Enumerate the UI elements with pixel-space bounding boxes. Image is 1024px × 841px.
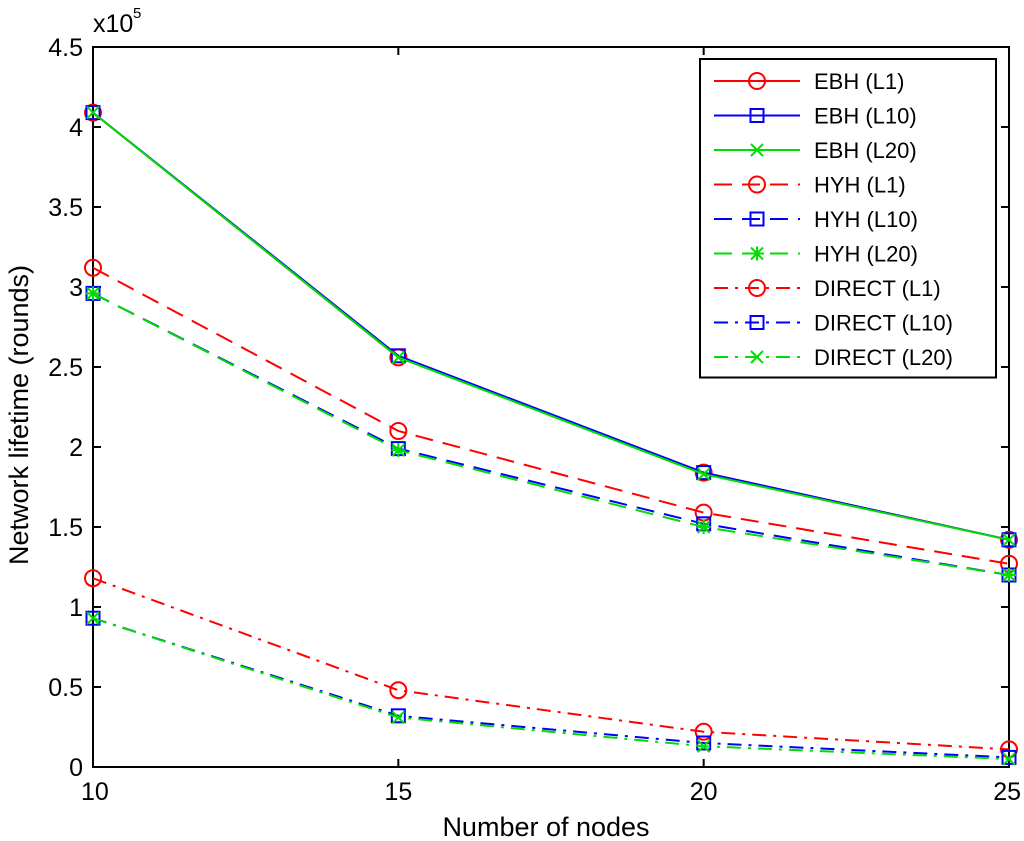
legend-marker xyxy=(750,246,764,261)
y-exponent-power: 5 xyxy=(133,5,141,22)
data-point-direct-l20 xyxy=(86,611,100,625)
series-line-hyh-l1 xyxy=(92,266,1010,565)
y-tick-label: 0.5 xyxy=(48,674,83,702)
series-layer xyxy=(84,103,1018,766)
data-point-direct-l20 xyxy=(1002,752,1016,766)
legend-entry-ebh-l1: EBH (L1) xyxy=(714,69,904,94)
legend-marker xyxy=(750,143,764,157)
x-tick-label: 10 xyxy=(81,778,109,806)
data-point-hyh-l20 xyxy=(86,286,100,301)
series-line-direct-l1 xyxy=(92,577,1010,751)
data-point-hyh-l20 xyxy=(1002,568,1016,582)
series-hyh-l20 xyxy=(86,286,1016,582)
y-tick-label: 2 xyxy=(69,434,83,462)
data-point-direct-l10 xyxy=(1001,749,1017,765)
data-point-ebh-l20 xyxy=(391,350,406,365)
legend-entry-hyh-l1: HYH (L1) xyxy=(714,173,906,198)
legend-entry-hyh-l10: HYH (L10) xyxy=(714,207,918,232)
legend-entry-direct-l20: DIRECT (L20) xyxy=(714,345,953,370)
series-ebh-l20 xyxy=(86,105,1016,547)
series-line-ebh-l20 xyxy=(92,111,1010,541)
data-point-ebh-l20 xyxy=(1002,533,1016,547)
y-exponent-base: x10 xyxy=(93,10,133,38)
y-tick-label: 4.5 xyxy=(48,34,83,62)
data-point-ebh-l20 xyxy=(86,105,100,120)
y-tick-label: 3.5 xyxy=(48,194,83,222)
legend-entry-hyh-l20: HYH (L20) xyxy=(714,242,918,267)
data-point-hyh-l20 xyxy=(696,520,711,534)
y-tick-label: 2.5 xyxy=(48,354,83,382)
data-point-ebh-l10 xyxy=(1001,532,1017,548)
x-tick-label: 20 xyxy=(690,778,718,806)
data-point-ebh-l1 xyxy=(1000,530,1018,549)
data-point-ebh-l20 xyxy=(696,467,711,481)
legend-marker xyxy=(749,211,765,227)
legend-marker xyxy=(748,72,766,90)
legend-label: HYH (L10) xyxy=(814,207,918,232)
data-point-direct-l1 xyxy=(389,681,408,700)
data-point-ebh-l1 xyxy=(84,103,102,122)
legend-label: DIRECT (L20) xyxy=(814,345,953,370)
x-axis-ticks: 10 15 20 25 xyxy=(81,47,1021,806)
legend-marker xyxy=(748,175,766,194)
legend-label: DIRECT (L10) xyxy=(814,311,953,336)
legend-marker xyxy=(748,279,766,297)
x-tick-label: 25 xyxy=(993,778,1021,806)
y-tick-label: 1 xyxy=(69,594,83,622)
y-axis-label: Network lifetime (rounds) xyxy=(4,265,34,565)
data-point-direct-l1 xyxy=(84,569,102,588)
y-tick-label: 0 xyxy=(69,754,83,782)
legend-entry-direct-l10: DIRECT (L10) xyxy=(714,311,953,336)
legend-label: EBH (L1) xyxy=(814,69,904,94)
data-point-direct-l10 xyxy=(696,735,712,751)
series-line-hyh-l20 xyxy=(92,292,1010,576)
legend-entry-ebh-l10: EBH (L10) xyxy=(714,104,917,129)
data-point-direct-l10 xyxy=(85,610,101,626)
series-direct-l1 xyxy=(84,569,1018,759)
y-tick-label: 3 xyxy=(69,274,83,302)
data-point-ebh-l10 xyxy=(390,348,406,364)
legend-entry-ebh-l20: EBH (L20) xyxy=(714,138,917,163)
legend-label: HYH (L1) xyxy=(814,173,906,198)
data-point-hyh-l1 xyxy=(84,258,102,277)
data-point-ebh-l10 xyxy=(85,105,101,121)
legend-marker xyxy=(749,108,765,123)
data-point-direct-l20 xyxy=(696,739,711,753)
x-axis-label: Number of nodes xyxy=(442,812,649,841)
legend-marker xyxy=(750,350,764,364)
y-axis-ticks: 0 0.5 1 1.5 2 2.5 3 3.5 4 4.5 xyxy=(48,34,1009,782)
legend-label: EBH (L10) xyxy=(814,104,917,129)
y-tick-label: 4 xyxy=(69,114,83,142)
data-point-hyh-l20 xyxy=(391,443,406,458)
data-point-direct-l20 xyxy=(391,710,406,725)
legend-label: DIRECT (L1) xyxy=(814,276,941,301)
data-point-hyh-l1 xyxy=(389,422,408,440)
series-direct-l20 xyxy=(86,611,1016,766)
legend-label: EBH (L20) xyxy=(814,138,917,163)
data-point-ebh-l1 xyxy=(694,463,713,482)
legend: EBH (L1) EBH (L10) EBH (L20) HYH (L1) HYH (L… xyxy=(699,58,997,379)
legend-entry-direct-l1: DIRECT (L1) xyxy=(714,276,941,301)
x-tick-label: 15 xyxy=(384,778,412,806)
legend-marker xyxy=(749,315,765,330)
legend-label: HYH (L20) xyxy=(814,242,918,267)
series-line-direct-l20 xyxy=(92,617,1010,760)
y-tick-label: 1.5 xyxy=(48,514,83,542)
data-point-direct-l1 xyxy=(694,722,713,741)
